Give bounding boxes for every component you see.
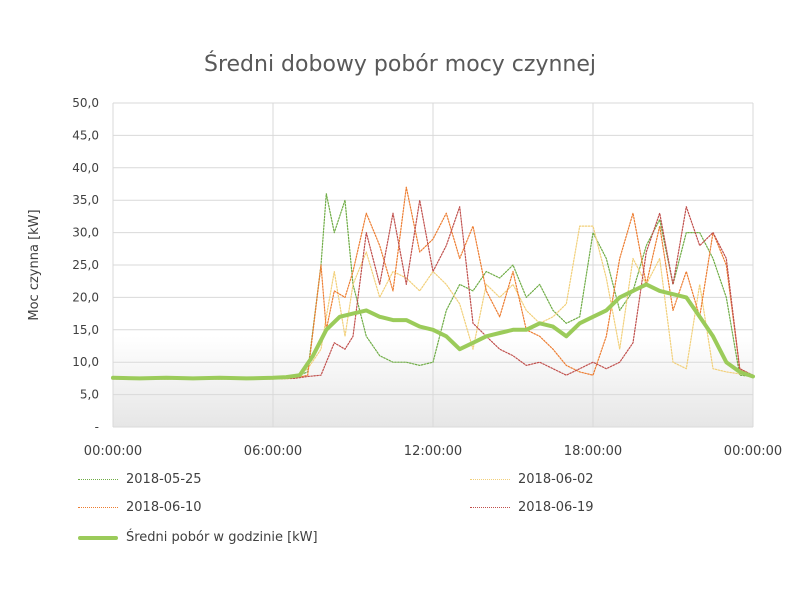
y-tick-label: 20,0 bbox=[72, 290, 99, 304]
y-axis-ticks: - 5,0 10,0 15,0 20,0 25,0 30,0 35,0 40,0 45,0 50,0 bbox=[72, 96, 99, 434]
series-lines bbox=[111, 186, 755, 381]
legend-label: 2018-06-19 bbox=[518, 500, 594, 515]
y-tick-label: 50,0 bbox=[72, 96, 99, 110]
y-tick-label: 35,0 bbox=[72, 193, 99, 207]
legend-item-1: 2018-05-25 bbox=[78, 472, 202, 487]
y-axis-label: Moc czynna [kW] bbox=[27, 209, 42, 320]
chart-title: Średni dobowy pobór mocy czynnej bbox=[203, 52, 596, 77]
legend-label: 2018-06-10 bbox=[126, 500, 202, 515]
x-tick-label: 18:00:00 bbox=[564, 444, 622, 459]
x-tick-label: 00:00:00 bbox=[84, 444, 142, 459]
legend-swatch bbox=[78, 535, 118, 540]
y-tick-label: 5,0 bbox=[80, 388, 99, 402]
legend-item-2: 2018-06-02 bbox=[470, 472, 594, 487]
y-tick-label: 45,0 bbox=[72, 128, 99, 142]
y-tick-label: 15,0 bbox=[72, 323, 99, 337]
legend-item-3: 2018-06-10 bbox=[78, 500, 202, 515]
legend-label: Średni pobór w godzinie [kW] bbox=[126, 530, 318, 545]
series-line-5 bbox=[111, 282, 755, 381]
y-tick-label: 40,0 bbox=[72, 161, 99, 175]
legend-item-4: 2018-06-19 bbox=[470, 500, 594, 515]
legend-label: 2018-05-25 bbox=[126, 472, 202, 487]
y-tick-label: 25,0 bbox=[72, 258, 99, 272]
legend-swatch bbox=[78, 479, 118, 480]
series-line-1 bbox=[112, 193, 754, 379]
legend-swatch bbox=[470, 479, 510, 480]
y-tick-label: - bbox=[95, 420, 99, 434]
legend-swatch bbox=[78, 507, 118, 508]
y-tick-label: 10,0 bbox=[72, 355, 99, 369]
y-tick-label: 30,0 bbox=[72, 226, 99, 240]
series-line-3 bbox=[112, 186, 754, 380]
x-tick-label: 00:00:00 bbox=[724, 444, 782, 459]
legend-label: 2018-06-02 bbox=[518, 472, 594, 487]
x-tick-label: 06:00:00 bbox=[244, 444, 302, 459]
x-tick-label: 12:00:00 bbox=[404, 444, 462, 459]
legend-item-5: Średni pobór w godzinie [kW] bbox=[78, 530, 318, 545]
legend-swatch bbox=[470, 507, 510, 508]
x-axis-ticks: 00:00:00 06:00:00 12:00:00 18:00:00 00:00:00 bbox=[84, 444, 782, 459]
